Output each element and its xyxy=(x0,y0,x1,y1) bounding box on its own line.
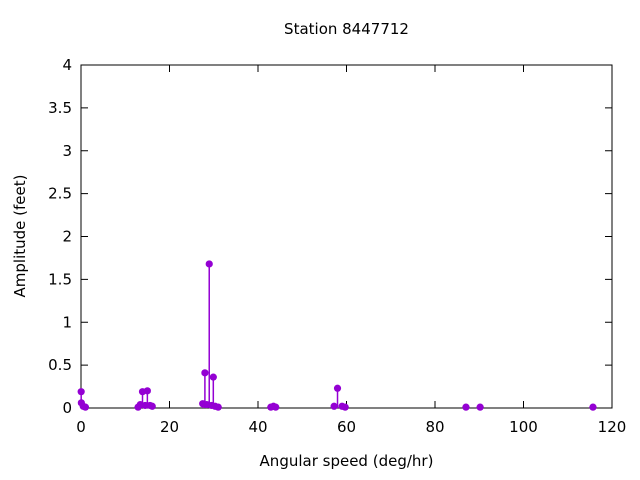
x-tick-label: 60 xyxy=(337,418,356,436)
chart-title: Station 8447712 xyxy=(284,20,409,38)
data-point xyxy=(214,403,222,411)
x-tick-label: 20 xyxy=(160,418,179,436)
x-tick-label: 80 xyxy=(425,418,444,436)
data-point xyxy=(205,260,213,268)
data-point xyxy=(148,402,156,410)
data-point xyxy=(77,388,85,396)
data-point xyxy=(462,403,470,411)
data-point xyxy=(589,403,597,411)
x-axis-label: Angular speed (deg/hr) xyxy=(259,452,434,470)
y-tick-label: 1 xyxy=(62,313,72,331)
data-point xyxy=(201,369,209,377)
data-point xyxy=(81,403,90,411)
plot-border xyxy=(80,64,613,409)
y-tick-label: 3.5 xyxy=(48,99,72,117)
data-point xyxy=(341,403,349,411)
x-tick-label: 40 xyxy=(248,418,267,436)
data-point xyxy=(143,387,151,395)
data-point xyxy=(209,373,217,381)
data-point xyxy=(330,402,338,410)
x-tick-label: 100 xyxy=(509,418,538,436)
y-tick-label: 4 xyxy=(62,56,72,74)
y-tick-label: 3 xyxy=(62,142,72,160)
data-point xyxy=(272,403,280,411)
y-axis-label: Amplitude (feet) xyxy=(11,174,29,298)
x-tick-label: 120 xyxy=(598,418,627,436)
y-tick-label: 1.5 xyxy=(48,270,72,288)
data-point xyxy=(333,384,342,392)
y-tick-label: 0 xyxy=(62,399,72,417)
data-point xyxy=(476,403,484,411)
y-tick-label: 2 xyxy=(62,228,72,246)
y-tick-label: 2.5 xyxy=(48,185,72,203)
x-tick-label: 0 xyxy=(76,418,86,436)
y-tick-label: 0.5 xyxy=(48,356,72,374)
